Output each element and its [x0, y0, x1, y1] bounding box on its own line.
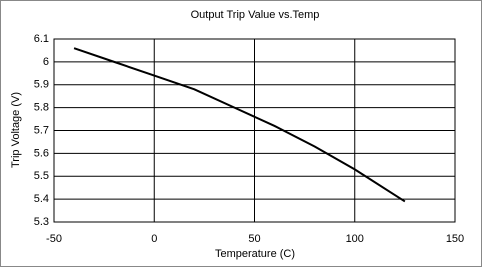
chart-title: Output Trip Value vs.Temp	[191, 9, 320, 21]
x-tick-label: 100	[346, 233, 364, 245]
y-tick-label: 6.1	[34, 33, 49, 45]
x-axis-label: Temperature (C)	[215, 248, 295, 260]
data-line	[73, 47, 406, 203]
y-tick-label: 5.6	[34, 147, 49, 159]
plot-border	[53, 38, 456, 223]
y-tick-label: 5.9	[34, 79, 49, 91]
y-tick-label: 5.8	[34, 102, 49, 114]
y-tick-label: 5.3	[34, 216, 49, 228]
y-tick-label: 5.5	[34, 170, 49, 182]
y-tick-label: 6	[43, 56, 49, 68]
x-tick-label: -50	[46, 233, 62, 245]
x-tick-label: 50	[248, 233, 260, 245]
x-tick-label: 0	[151, 233, 157, 245]
y-tick-label: 5.4	[34, 193, 49, 205]
x-tick-label: 150	[446, 233, 464, 245]
y-axis-label: Trip Voltage (V)	[10, 92, 22, 168]
y-tick-label: 5.7	[34, 124, 49, 136]
